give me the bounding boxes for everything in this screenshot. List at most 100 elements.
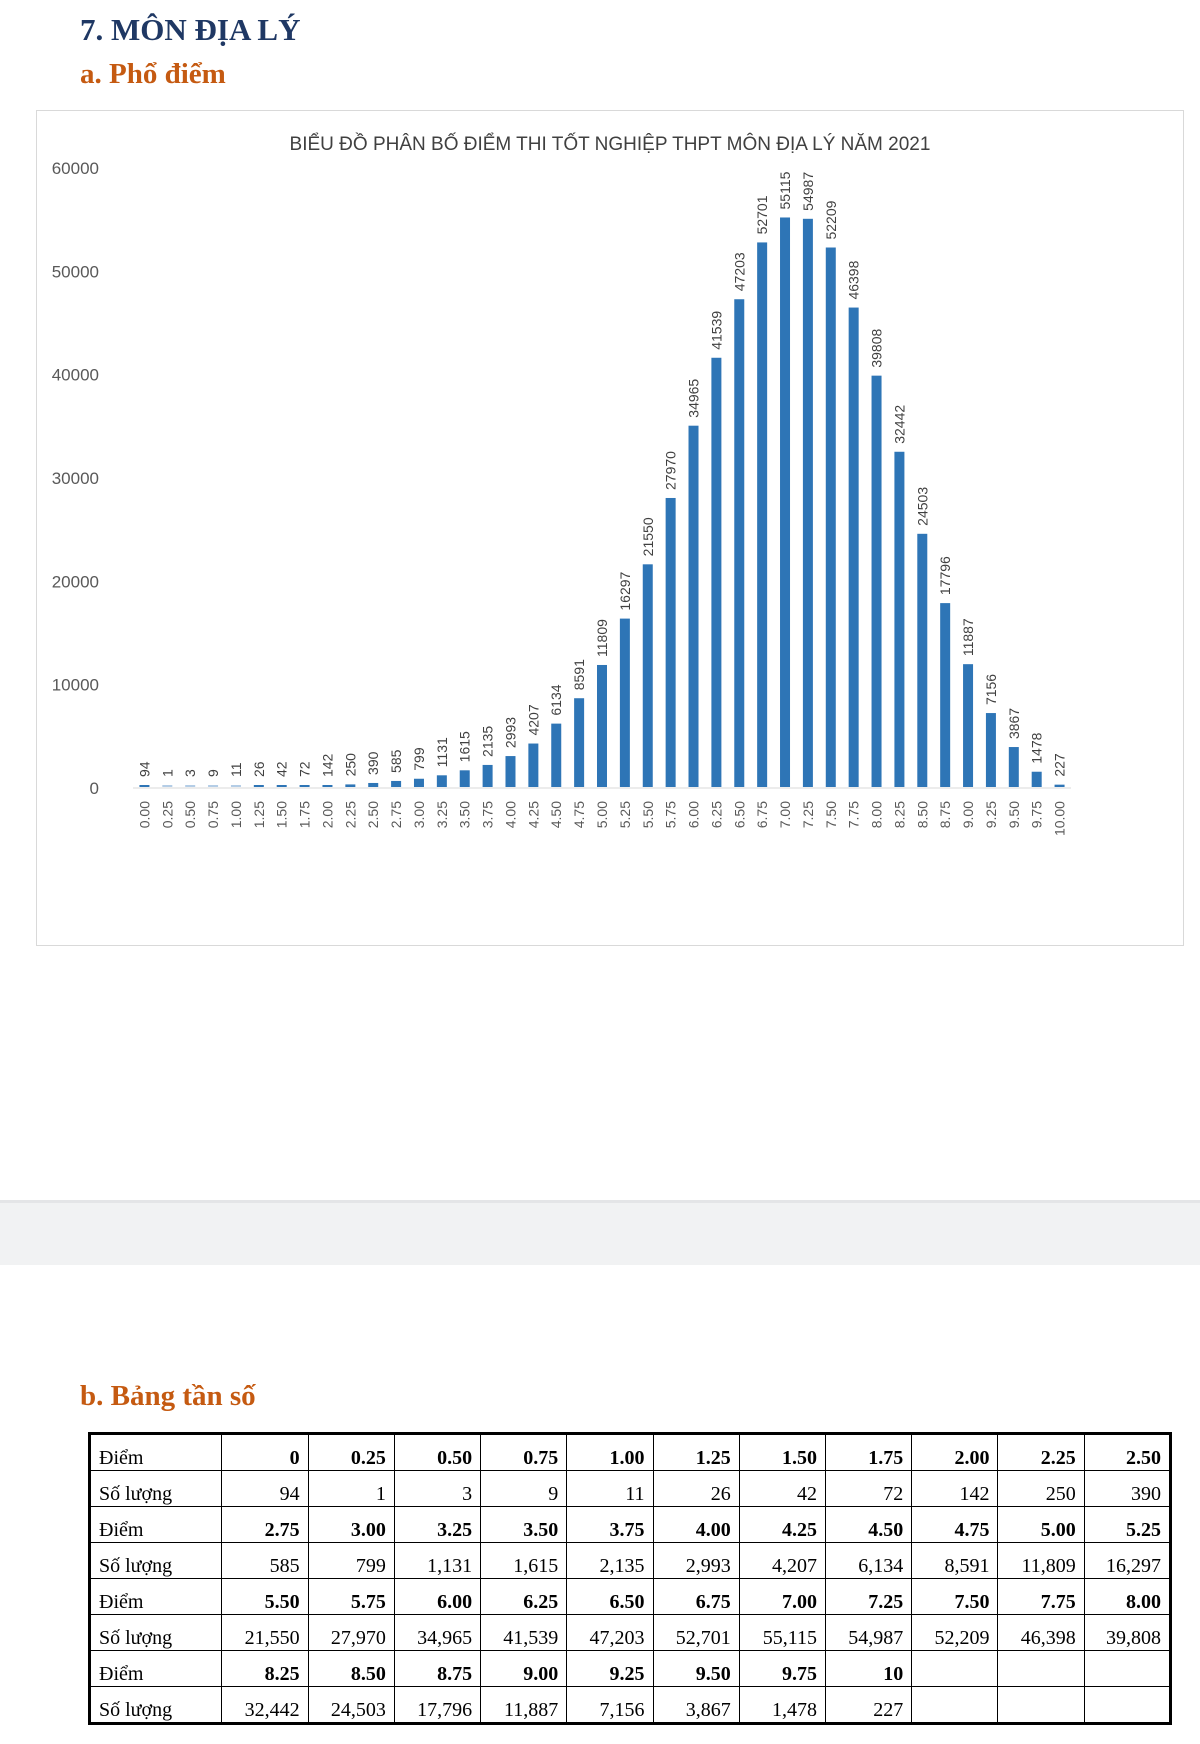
x-tick-label: 1.00	[228, 801, 244, 828]
bar	[345, 784, 356, 787]
score-cell: 6.00	[393, 1578, 482, 1615]
bar-value-label: 24503	[914, 487, 930, 526]
count-cell: 1,478	[738, 1686, 827, 1724]
count-cell: 11,809	[997, 1542, 1085, 1579]
bar	[459, 770, 470, 787]
bar	[482, 764, 493, 787]
score-cell: 1.25	[652, 1433, 740, 1471]
bar-value-label: 47203	[731, 252, 747, 291]
bar-value-label: 3867	[1006, 708, 1022, 739]
bar-value-label: 21550	[640, 517, 656, 556]
bar	[597, 664, 607, 787]
x-tick-label: 7.75	[846, 801, 862, 828]
score-cell: 9.25	[566, 1650, 654, 1687]
bar	[253, 785, 264, 787]
count-cell	[911, 1686, 999, 1724]
score-cell: 2.75	[221, 1506, 309, 1543]
chart-canvas: BIỂU ĐỒ PHÂN BỐ ĐIỂM THI TỐT NGHIỆP THPT…	[52, 133, 1071, 836]
count-cell: 94	[221, 1470, 309, 1507]
count-cell: 799	[307, 1542, 395, 1579]
bar	[299, 785, 310, 787]
x-tick-label: 5.00	[594, 801, 610, 828]
bar	[1008, 747, 1019, 787]
x-tick-label: 6.50	[731, 801, 747, 828]
bar	[208, 785, 219, 787]
score-row-label: Điểm	[88, 1650, 223, 1687]
score-row: Điểm 0 0.25 0.50 0.75 1.00 1.25 1.50 1.75 2.00 2.2…	[88, 1433, 1172, 1471]
x-tick-label: 0.75	[205, 801, 221, 828]
count-cell: 1,131	[393, 1542, 482, 1579]
score-row-label: Điểm	[88, 1433, 223, 1471]
x-tick-label: 7.50	[823, 801, 839, 828]
score-cell: 9.00	[480, 1650, 568, 1687]
count-cell: 585	[221, 1542, 309, 1579]
bar	[1031, 771, 1042, 787]
bar-value-label: 16297	[617, 571, 633, 610]
section-title: 7. MÔN ĐỊA LÝ	[80, 12, 301, 47]
x-tick-label: 4.75	[571, 801, 587, 828]
page-break-band	[0, 1200, 1200, 1265]
count-cell: 42	[738, 1470, 827, 1507]
x-tick-label: 3.25	[434, 801, 450, 828]
score-cell: 7.50	[911, 1578, 999, 1615]
x-tick-label: 3.75	[480, 801, 496, 828]
score-cell: 0	[221, 1433, 309, 1471]
count-cell: 72	[824, 1470, 913, 1507]
score-cell: 3.25	[393, 1506, 482, 1543]
x-tick-label: 0.00	[136, 801, 152, 828]
count-cell: 4,207	[738, 1542, 827, 1579]
bar-value-label: 27970	[663, 451, 679, 490]
count-cell: 6,134	[824, 1542, 913, 1579]
bar	[688, 425, 699, 787]
bar-value-label: 1	[159, 769, 175, 777]
bar-value-label: 1615	[457, 731, 473, 762]
bar	[802, 218, 813, 787]
bar-value-label: 11809	[594, 619, 610, 657]
bar	[780, 217, 791, 787]
count-cell: 41,539	[480, 1614, 568, 1651]
bar	[825, 247, 836, 787]
y-tick-label: 20000	[52, 572, 99, 591]
bar-value-label: 799	[411, 747, 427, 771]
bar-value-label: 54987	[800, 172, 816, 211]
score-row-label: Điểm	[88, 1506, 223, 1543]
count-cell: 21,550	[221, 1614, 309, 1651]
bar	[871, 375, 882, 787]
bar	[894, 451, 905, 787]
bar	[436, 775, 447, 787]
score-cell: 4.75	[911, 1506, 999, 1543]
y-tick-label: 50000	[52, 262, 99, 281]
x-tick-label: 8.00	[869, 801, 885, 828]
score-cell: 2.50	[1083, 1433, 1172, 1471]
count-cell: 390	[1083, 1470, 1172, 1507]
bar-value-label: 55115	[777, 171, 793, 209]
count-cell	[997, 1686, 1085, 1724]
bar	[619, 618, 630, 787]
count-cell: 2,993	[652, 1542, 740, 1579]
score-distribution-chart: BIỂU ĐỒ PHÂN BỐ ĐIỂM THI TỐT NGHIỆP THPT…	[36, 110, 1184, 946]
count-cell: 1	[307, 1470, 395, 1507]
bar	[162, 785, 173, 787]
count-cell: 34,965	[393, 1614, 482, 1651]
score-cell: 1.50	[738, 1433, 827, 1471]
score-cell: 3.50	[480, 1506, 568, 1543]
bar	[391, 780, 402, 787]
score-cell: 5.75	[307, 1578, 395, 1615]
bar	[985, 713, 996, 787]
bar-value-label: 3	[182, 769, 198, 777]
bar	[757, 242, 768, 788]
frequency-table: Điểm 0 0.25 0.50 0.75 1.00 1.25 1.50 1.75 2.00 2.2…	[88, 1432, 1172, 1725]
bar-value-label: 17796	[937, 556, 953, 595]
bar	[1054, 784, 1065, 787]
score-cell: 5.25	[1083, 1506, 1172, 1543]
bar-value-label: 11	[228, 762, 244, 777]
count-cell: 26	[652, 1470, 740, 1507]
y-tick-label: 60000	[52, 159, 99, 178]
bar	[413, 778, 424, 787]
x-tick-label: 2.00	[319, 801, 335, 828]
x-tick-label: 6.00	[686, 801, 702, 828]
count-row-label: Số lượng	[88, 1542, 223, 1579]
count-cell: 8,591	[911, 1542, 999, 1579]
score-row: Điểm 8.25 8.50 8.75 9.00 9.25 9.50 9.75 10	[88, 1650, 1172, 1687]
count-cell: 9	[480, 1470, 568, 1507]
